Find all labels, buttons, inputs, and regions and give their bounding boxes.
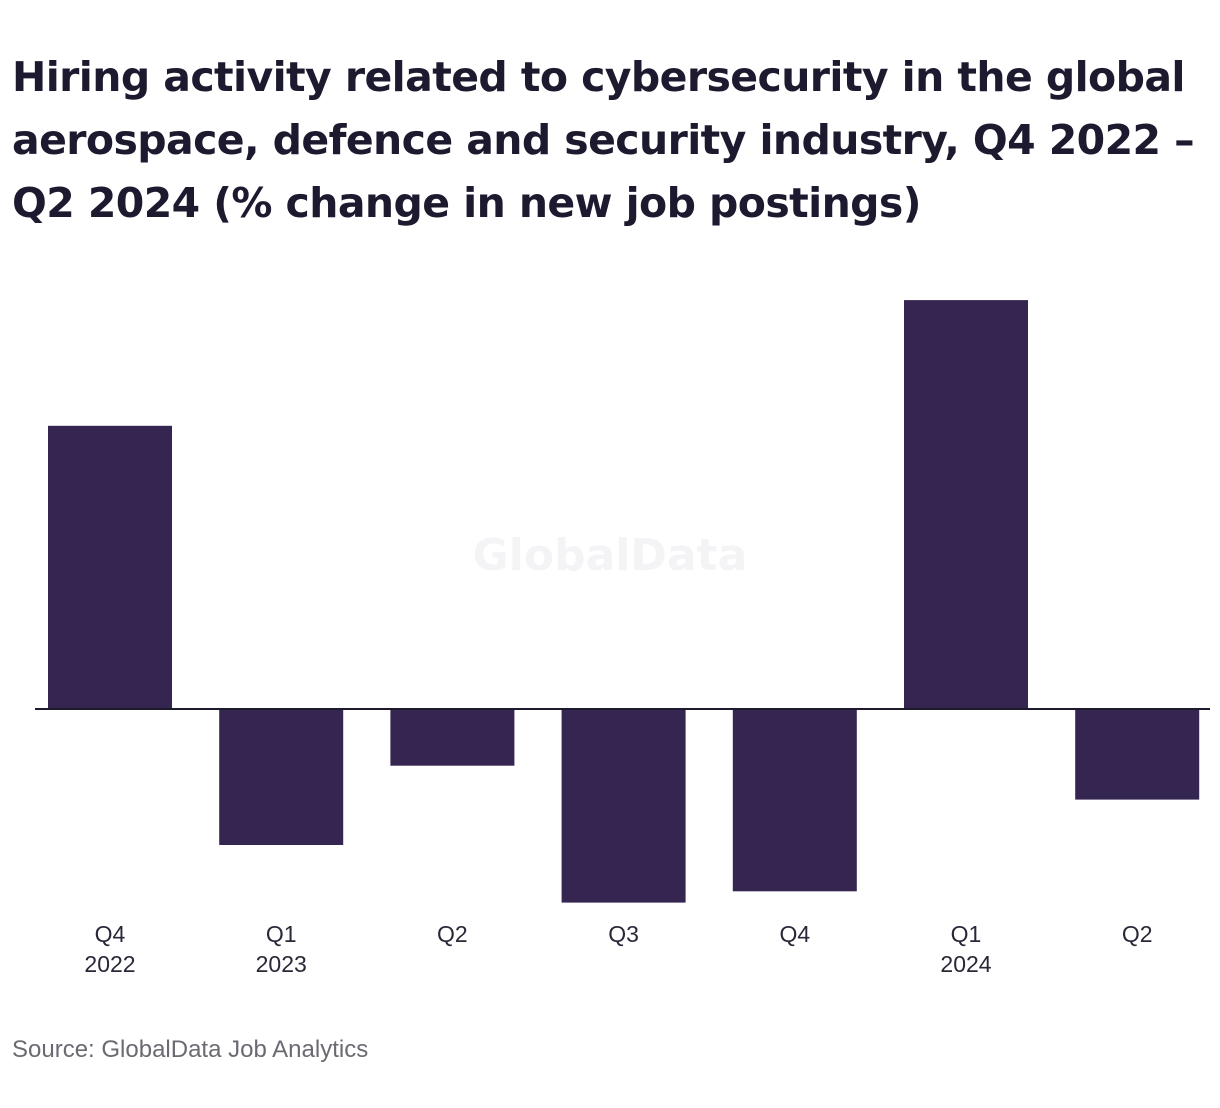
x-tick-quarter: Q1 — [951, 921, 982, 947]
x-tick-year: 2024 — [940, 951, 991, 977]
x-tick-year: 2023 — [256, 951, 307, 977]
x-tick-quarter: Q3 — [608, 921, 639, 947]
x-tick-year: 2022 — [84, 951, 135, 977]
x-tick-quarter: Q1 — [266, 921, 297, 947]
x-tick-quarter: Q2 — [437, 921, 468, 947]
bar — [390, 709, 515, 766]
bar — [904, 300, 1028, 709]
source-note: Source: GlobalData Job Analytics — [12, 1036, 369, 1063]
bar — [561, 709, 686, 903]
bar-chart: GlobalData Q4 2022 Q1 2023 Q2 Q3 Q4 Q1 2024 Q2 — [35, 300, 1210, 977]
bar — [48, 425, 172, 710]
x-tick-quarter: Q4 — [95, 921, 126, 947]
bar — [219, 709, 344, 845]
bars-group — [48, 300, 1200, 903]
x-axis-labels: Q4 2022 Q1 2023 Q2 Q3 Q4 Q1 2024 Q2 — [84, 921, 1152, 977]
x-tick-quarter: Q2 — [1122, 921, 1153, 947]
x-tick-quarter: Q4 — [779, 921, 810, 947]
bar — [1075, 709, 1200, 800]
watermark: GlobalData — [473, 530, 748, 581]
chart-title: Hiring activity related to cybersecurity… — [12, 53, 1195, 227]
bar — [732, 709, 857, 892]
